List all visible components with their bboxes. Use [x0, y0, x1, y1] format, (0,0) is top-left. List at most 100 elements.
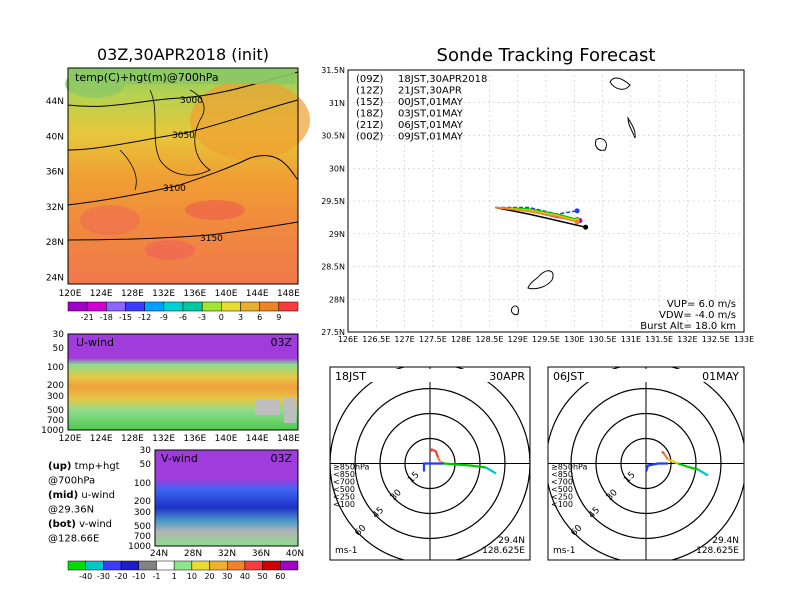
temp-colorbar-label: -15: [119, 313, 132, 322]
u-level-tick: 500: [47, 406, 64, 416]
track-lon-tick: 128E: [451, 335, 471, 344]
hodo-profile: [443, 462, 487, 469]
hodo-profile: [485, 466, 497, 475]
wind-colorbar-swatch: [226, 560, 246, 571]
legend-line-bold: (up): [48, 461, 71, 472]
legend-line-text: v-wind: [76, 519, 112, 530]
track-axis-ticks: 31.5N31N30.5N30N29.5N29N28.5N28N27.5N126…: [321, 66, 754, 344]
track-lon-tick: 129.5E: [532, 335, 560, 344]
u-wind-time: 03Z: [270, 336, 292, 349]
hodo-level-label: ≥850hPa: [551, 463, 588, 472]
map-lat-tick: 24N: [46, 274, 64, 284]
track-lon-tick: 132E: [677, 335, 697, 344]
legend-line-text: tmp+hgt: [71, 461, 119, 472]
track-param: VUP= 6.0 m/s: [667, 299, 736, 310]
wind-colorbar-swatch: [191, 560, 210, 571]
legend-line: (up) tmp+hgt: [48, 461, 120, 472]
u-lon-tick: 132E: [152, 434, 175, 444]
wind-colorbar: -40 -30 -20 -10 -1 1 10 20 30 40 50 60: [67, 560, 299, 581]
track-lat-tick: 31.5N: [321, 66, 345, 75]
temp-colorbar-label: 6: [257, 313, 262, 322]
hodo-lat: 29.4N: [498, 536, 525, 546]
v-level-tick: 30: [140, 446, 152, 456]
hodo-profile: [663, 452, 669, 461]
map-lon-ticks: 120E 124E 128E 132E 136E 140E 144E 148E: [59, 289, 301, 299]
map-lon-tick: 120E: [59, 289, 82, 299]
wind-colorbar-label: 50: [258, 572, 268, 581]
map-lat-tick: 36N: [46, 168, 64, 178]
v-level-tick: 50: [140, 460, 152, 470]
track-legend-label: 18JST,30APR2018: [398, 74, 487, 85]
temp-colorbar-label: -9: [160, 313, 168, 322]
u-lon-tick: 136E: [183, 434, 206, 444]
contour-label-3000: 3000: [180, 96, 203, 106]
u-level-tick: 1000: [41, 426, 64, 436]
map-lat-tick: 32N: [46, 203, 64, 213]
hodo-profile: [422, 462, 444, 472]
wind-colorbar-label: 40: [240, 572, 250, 581]
track-lon-tick: 126E: [338, 335, 358, 344]
v-level-tick: 700: [134, 532, 151, 542]
temp-colorbar-label: -6: [179, 313, 187, 322]
map-lat-tick: 28N: [46, 238, 64, 248]
map-lon-tick: 148E: [277, 289, 300, 299]
hodo-level-label: <100: [333, 500, 355, 509]
hodo-level-label: <850: [333, 470, 355, 479]
v-lat-tick: 24N: [150, 549, 168, 559]
hodo-profile: [644, 462, 668, 472]
v-wind-label: V-wind: [161, 452, 198, 465]
contour-label-3150: 3150: [200, 234, 223, 244]
hodo-lat: 29.4N: [712, 536, 739, 546]
hodo-level-label: <500: [551, 485, 573, 494]
v-level-tick: 1000: [128, 542, 151, 552]
temp-colorbar-label: -12: [138, 313, 151, 322]
wind-colorbar-label: 30: [222, 572, 232, 581]
legend-line: @700hPa: [48, 476, 95, 487]
wind-colorbar-swatch: [173, 560, 193, 571]
track-lon-tick: 130E: [564, 335, 584, 344]
wind-colorbar-label: 20: [204, 572, 214, 581]
track-legend-code: (12Z): [356, 86, 383, 97]
legend-line-text: @700hPa: [48, 476, 95, 487]
temp-colorbar-swatch: [182, 301, 203, 312]
u-lon-tick: 148E: [277, 434, 300, 444]
track-line: [494, 206, 578, 223]
track-grid: [348, 70, 744, 332]
v-lat-tick: 28N: [184, 549, 202, 559]
track-legend-label: 06JST,01MAY: [398, 120, 464, 131]
track-legend-label: 09JST,01MAY: [398, 132, 464, 143]
u-wind-lon-ticks: 120E 124E 128E 132E 136E 140E 144E 148E: [59, 434, 301, 444]
v-level-tick: 200: [134, 497, 151, 507]
wind-colorbar-label: -1: [152, 572, 160, 581]
track-legend-code: (21Z): [356, 120, 383, 131]
temp-map: temp(C)+hgt(m)@700hPa 3000 3050 3100 315…: [65, 67, 310, 285]
track-title: Sonde Tracking Forecast: [437, 45, 656, 66]
map-lon-tick: 136E: [183, 289, 206, 299]
wind-colorbar-swatch: [244, 560, 263, 571]
map-lat-ticks: 44N 40N 36N 32N 28N 24N: [46, 97, 64, 284]
temp-colorbar-swatch: [221, 301, 241, 312]
v-lat-tick: 36N: [252, 549, 270, 559]
temp-colorbar-swatch: [240, 301, 260, 312]
legend-line-text: @29.36N: [48, 505, 94, 516]
temp-colorbar-swatch: [106, 301, 126, 312]
temp-colorbar-label: -21: [81, 313, 94, 322]
hodo-time: 06JST: [553, 370, 584, 383]
map-lon-tick: 144E: [246, 289, 269, 299]
hodo-lon: 128.625E: [482, 546, 525, 556]
u-level-tick: 300: [47, 392, 64, 402]
hodo-profile: [429, 448, 440, 458]
track-line: [494, 206, 586, 228]
map-label: temp(C)+hgt(m)@700hPa: [75, 71, 219, 84]
track-lat-tick: 28N: [329, 295, 345, 304]
track-lat-tick: 30.5N: [321, 132, 345, 141]
wind-colorbar-swatch: [138, 560, 157, 571]
track-endpoint: [574, 208, 580, 214]
track-lon-tick: 132.5E: [702, 335, 730, 344]
track-legend-label: 03JST,01MAY: [398, 109, 464, 120]
track-param: Burst Alt= 18.0 km: [640, 321, 736, 332]
